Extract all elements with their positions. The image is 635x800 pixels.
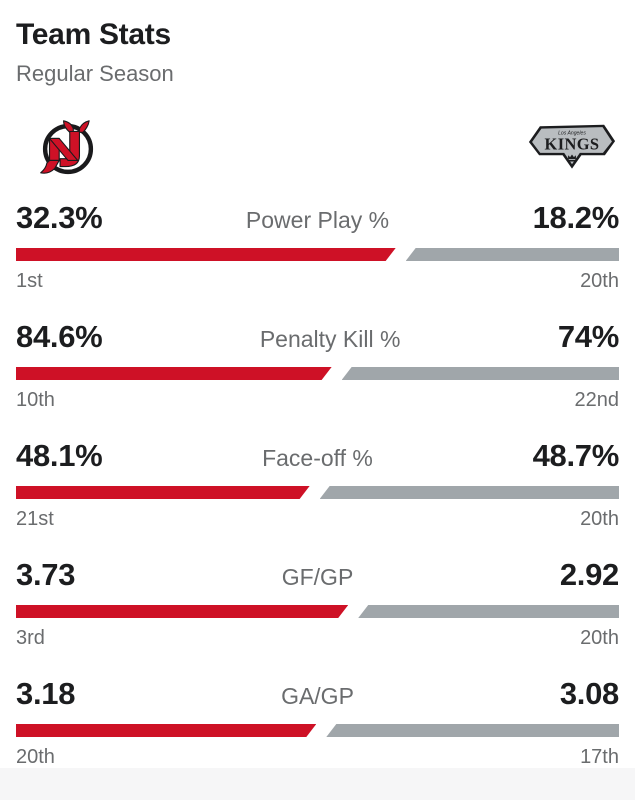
home-stat-value: 3.73	[16, 557, 76, 592]
away-stat-value: 3.08	[559, 676, 619, 711]
kings-wordmark-label: KINGS	[545, 134, 600, 153]
stat-label: Penalty Kill %	[259, 326, 401, 352]
home-stat-value: 48.1%	[16, 438, 103, 473]
team-logos-row: Los Angeles KINGS	[16, 114, 619, 184]
stat-row-face-off: 48.1% Face-off % 48.7% 21st 20th	[16, 438, 619, 531]
away-stat-rank: 17th	[580, 746, 619, 768]
away-stat-value: 74%	[557, 319, 619, 354]
stat-label: GA/GP	[281, 683, 354, 709]
comparison-bar	[16, 248, 619, 261]
away-bar	[341, 367, 619, 380]
stat-row-gf-gp: 3.73 GF/GP 2.92 3rd 20th	[16, 557, 619, 650]
devils-tail-icon	[40, 159, 60, 174]
page-title: Team Stats	[16, 18, 171, 51]
devils-left-horn-icon	[63, 120, 74, 133]
away-team-logo-link[interactable]: Los Angeles KINGS	[525, 120, 619, 178]
comparison-bar	[16, 367, 619, 380]
home-stat-rank: 1st	[16, 270, 43, 292]
home-team-logo-link[interactable]	[16, 117, 112, 181]
new-jersey-devils-logo	[40, 120, 94, 175]
crown-icon	[568, 154, 576, 162]
stat-row-power-play: 32.3% Power Play % 18.2% 1st 20th	[16, 200, 619, 293]
stat-label: Power Play %	[245, 207, 390, 233]
away-bar	[326, 724, 619, 737]
home-stat-rank: 20th	[16, 746, 55, 768]
away-stat-rank: 20th	[580, 270, 619, 292]
home-bar	[16, 367, 332, 380]
los-angeles-kings-logo: Los Angeles KINGS	[528, 124, 616, 169]
home-stat-rank: 10th	[16, 389, 55, 411]
stat-label: GF/GP	[281, 564, 354, 590]
home-stat-rank: 21st	[16, 508, 54, 530]
away-stat-value: 18.2%	[532, 200, 620, 235]
home-bar	[16, 248, 396, 261]
away-stat-value: 2.92	[559, 557, 619, 592]
home-stat-value: 32.3%	[16, 200, 103, 235]
stat-label: Face-off %	[262, 445, 373, 471]
devils-right-horn-icon	[78, 120, 90, 133]
home-stat-value: 84.6%	[16, 319, 103, 354]
comparison-bar	[16, 605, 619, 618]
stat-row-ga-gp: 3.18 GA/GP 3.08 20th 17th	[16, 676, 619, 769]
stat-row-penalty-kill: 84.6% Penalty Kill % 74% 10th 22nd	[16, 319, 619, 412]
team-stats-panel: Team Stats Regular Season Los Angeles	[16, 18, 619, 769]
away-stat-value: 48.7%	[532, 438, 620, 473]
away-bar	[319, 486, 619, 499]
away-stat-rank: 20th	[580, 627, 619, 649]
season-subtitle: Regular Season	[16, 61, 174, 86]
away-stat-rank: 20th	[580, 508, 619, 530]
away-bar	[358, 605, 619, 618]
home-stat-rank: 3rd	[16, 627, 45, 649]
away-stat-rank: 22nd	[574, 389, 620, 411]
kings-shield-face	[532, 127, 612, 165]
home-bar	[16, 486, 310, 499]
home-bar	[16, 724, 316, 737]
kings-city-label: Los Angeles	[558, 131, 586, 137]
away-bar	[405, 248, 619, 261]
home-bar	[16, 605, 348, 618]
home-stat-value: 3.18	[16, 676, 76, 711]
comparison-bar	[16, 486, 619, 499]
comparison-bar	[16, 724, 619, 737]
page-background-strip	[0, 768, 635, 800]
